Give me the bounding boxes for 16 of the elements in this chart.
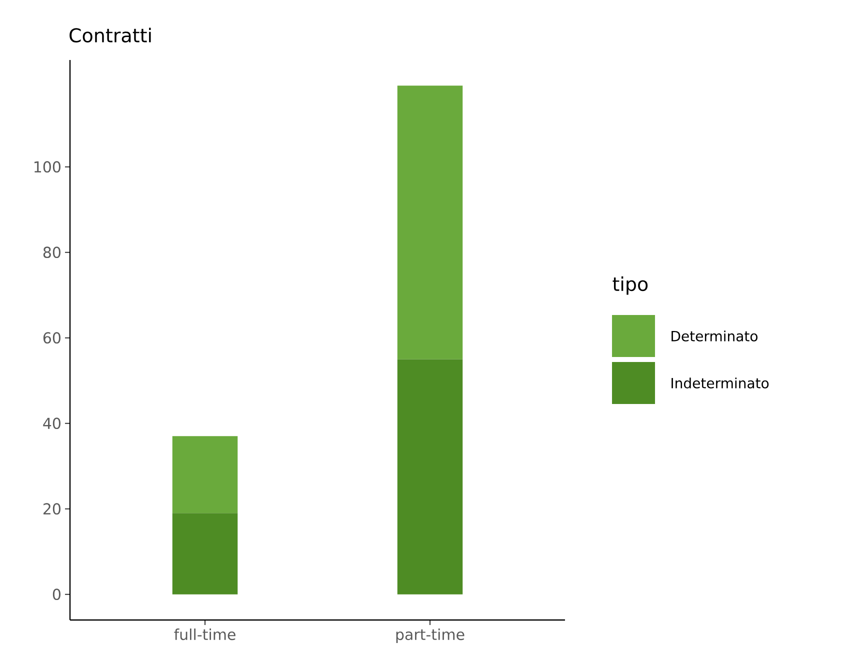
bar xyxy=(172,513,238,594)
x-tick-label: part-time xyxy=(396,628,464,644)
y-tick-label: 0 xyxy=(52,588,60,600)
bar xyxy=(397,359,463,594)
y-tick-label: 40 xyxy=(43,418,60,430)
y-tick-label: 60 xyxy=(43,332,60,344)
bar xyxy=(172,436,238,514)
y-tick-label: 20 xyxy=(43,503,60,515)
x-tick-label: full-time xyxy=(174,628,236,640)
bar xyxy=(397,86,463,360)
y-tick-label: 100 xyxy=(34,161,60,173)
text: Indeterminato xyxy=(672,378,769,388)
y-tick-label: 80 xyxy=(43,246,60,258)
text: Determinato xyxy=(672,330,758,342)
legend-title: tipo xyxy=(612,276,648,295)
chart-title: Contratti xyxy=(70,28,151,42)
